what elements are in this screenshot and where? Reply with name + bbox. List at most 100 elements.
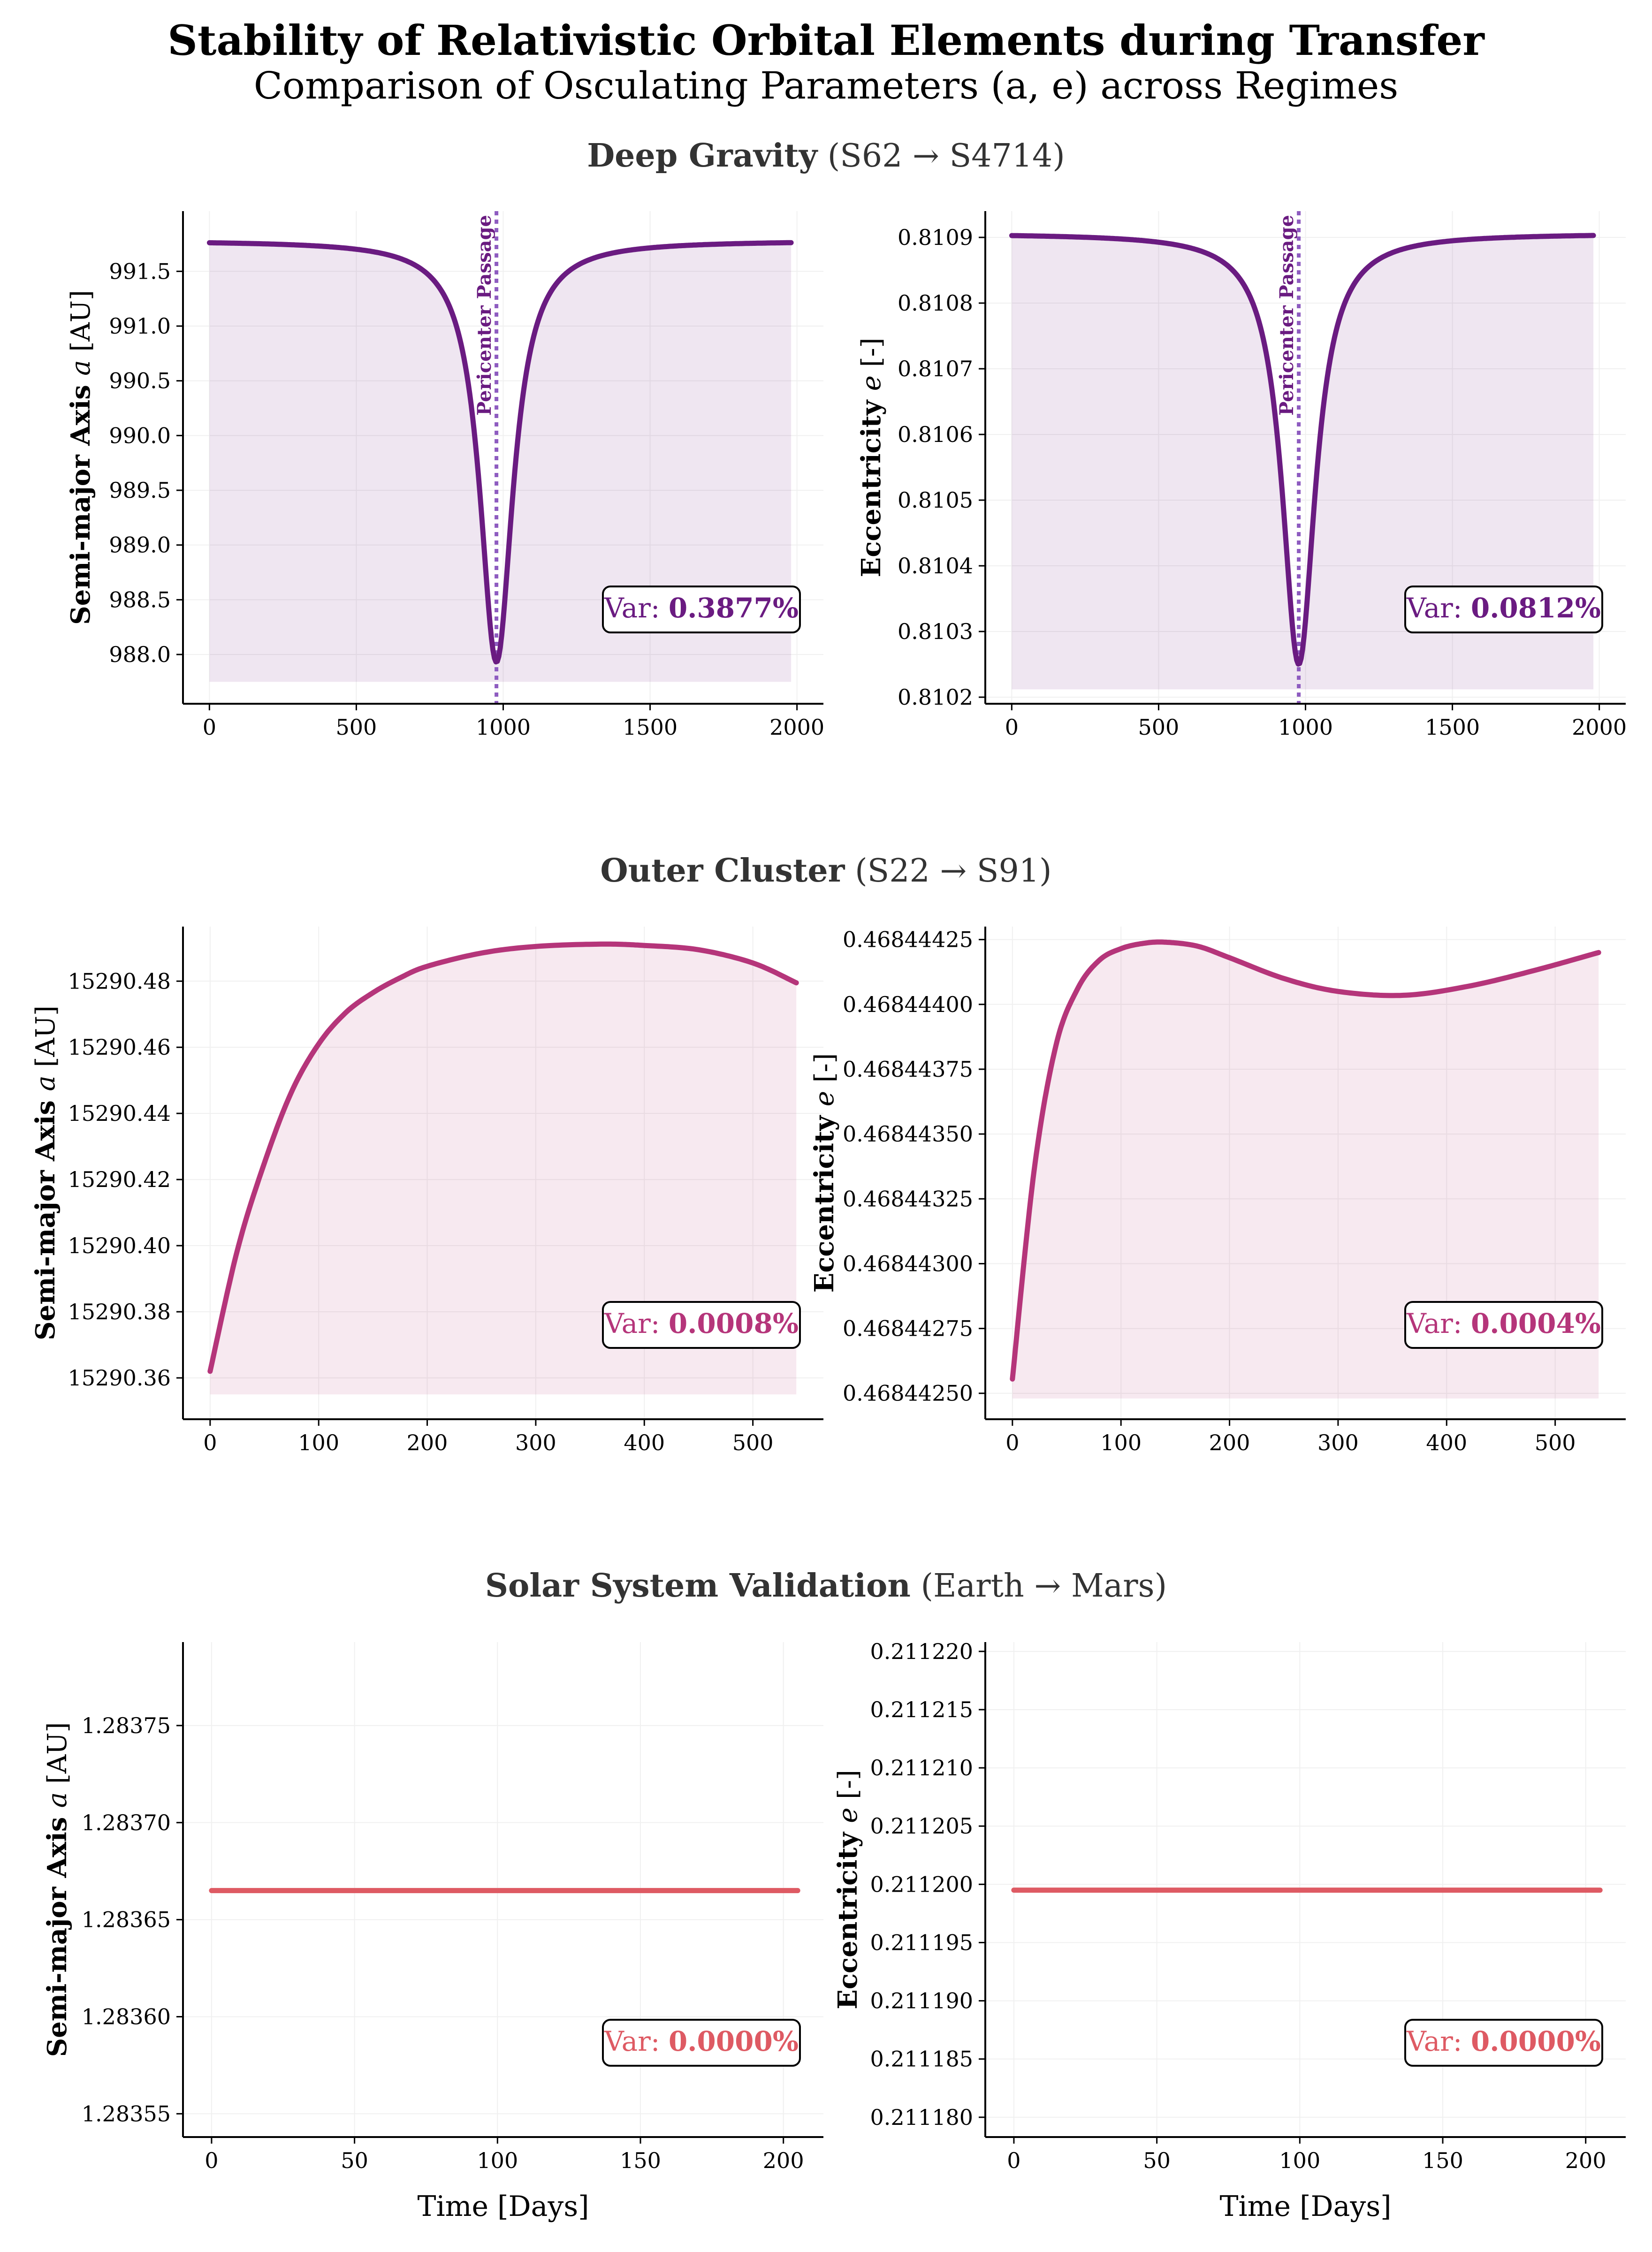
row-title-bold: Solar System Validation	[485, 1567, 911, 1605]
y-axis-label-symbol: e	[809, 1082, 840, 1106]
y-tick-label: 0.211205	[870, 1813, 974, 1839]
y-axis-label: Semi-major Axis a [AU]	[42, 1722, 73, 2057]
y-axis-label-unit: [-]	[833, 1770, 863, 1799]
y-axis-label-name: Semi-major Axis	[30, 1091, 61, 1340]
x-axis-label: Time [Days]	[1219, 2190, 1391, 2223]
y-tick-label: 0.211195	[870, 1930, 974, 1955]
x-tick-label: 0	[203, 1430, 217, 1455]
x-tick-label: 200	[1565, 2148, 1606, 2173]
subplot-2-1: 0 50 100 150 200 0.211180 0.211185 0.211190 0.21…	[832, 1639, 1626, 2223]
x-tick-label: 200	[407, 1430, 448, 1455]
x-tick-label: 100	[1100, 1430, 1142, 1455]
y-tick-label: 991.5	[109, 259, 171, 284]
y-axis-label-unit: [-]	[809, 1053, 840, 1083]
variance-box	[602, 1301, 801, 1349]
y-axis-label-name: Eccentricity	[809, 1106, 840, 1293]
x-tick-label: 2000	[1572, 715, 1627, 740]
y-tick-label: 0.46844375	[843, 1057, 973, 1082]
variance-box	[602, 586, 801, 633]
x-tick-label: 300	[1317, 1430, 1359, 1455]
y-tick-label: 0.8103	[898, 619, 973, 644]
y-axis-label-symbol: a	[66, 352, 96, 376]
series-line	[1009, 233, 1596, 667]
variance-prefix: Var:	[1406, 2025, 1471, 2057]
variance-value: 0.3877%	[669, 592, 799, 624]
y-axis-label-name: Eccentricity	[856, 391, 887, 577]
y-tick-label: 990.0	[109, 423, 171, 448]
series-fill-area	[209, 243, 792, 682]
x-tick-label: 100	[477, 2148, 518, 2173]
variance-box	[1404, 2019, 1603, 2067]
series-line	[1010, 939, 1601, 1382]
x-tick-label: 150	[620, 2148, 661, 2173]
pericenter-marker-label: Pericenter Passage	[1276, 215, 1298, 416]
y-tick-label: 989.0	[109, 533, 171, 558]
y-tick-label: 0.211190	[870, 1988, 974, 2014]
row-title-outer-cluster: Outer Cluster (S22 → S91)	[0, 852, 1652, 890]
figure-subtitle: Comparison of Osculating Parameters (a, …	[0, 64, 1652, 107]
y-tick-label: 1.28370	[82, 1810, 171, 1835]
y-axis-label: Semi-major Axis a [AU]	[30, 1005, 61, 1340]
subplot-1-0: 0 100 200 300 400 500 15290.36 15290.38 15290.40…	[30, 927, 823, 1455]
row-title-bold: Deep Gravity	[587, 137, 818, 175]
x-tick-label: 100	[1279, 2148, 1320, 2173]
y-tick-label: 0.46844425	[843, 927, 973, 952]
variance-text: Var: 0.0008%	[604, 1308, 799, 1339]
y-axis-label-unit: [AU]	[66, 290, 96, 351]
y-tick-label: 988.5	[109, 587, 171, 612]
y-tick-label: 1.28360	[82, 2004, 171, 2029]
variance-box	[1404, 1301, 1603, 1349]
y-axis-label-name: Semi-major Axis	[42, 1808, 73, 2057]
y-axis-label: Eccentricity e [-]	[809, 1053, 840, 1293]
y-tick-label: 0.8106	[898, 422, 973, 447]
y-tick-label: 15290.38	[68, 1299, 171, 1324]
subplot-0-0: Pericenter Passage 0 500 1000 1500 2000 988.0 9…	[65, 211, 824, 740]
x-tick-label: 1000	[476, 715, 531, 740]
y-tick-label: 1.28355	[82, 2101, 171, 2126]
y-axis-label-unit: [-]	[856, 338, 887, 367]
variance-box	[1404, 586, 1603, 633]
row-title-rest: (S62 → S4714)	[827, 137, 1065, 175]
y-axis-label: Eccentricity e [-]	[856, 338, 887, 578]
y-tick-label: 0.8105	[898, 487, 973, 513]
x-tick-label: 0	[1005, 1430, 1019, 1455]
series-fill-area	[1012, 235, 1594, 690]
variance-value: 0.0000%	[669, 2025, 799, 2057]
y-tick-label: 15290.40	[68, 1233, 171, 1258]
series-fill-area	[210, 944, 797, 1395]
variance-text: Var: 0.0000%	[1406, 2025, 1601, 2057]
x-tick-label: 50	[1143, 2148, 1171, 2173]
y-axis-label-name: Semi-major Axis	[65, 376, 96, 625]
x-tick-label: 400	[1426, 1430, 1467, 1455]
y-axis-label-symbol: e	[833, 1799, 863, 1823]
y-axis-label: Semi-major Axis a [AU]	[65, 290, 96, 625]
y-tick-label: 0.211220	[870, 1639, 974, 1664]
y-tick-label: 0.46844300	[843, 1251, 973, 1276]
variance-value: 0.0000%	[1471, 2025, 1601, 2057]
variance-text: Var: 0.0004%	[1406, 1308, 1601, 1339]
variance-value: 0.0812%	[1471, 592, 1601, 624]
row-title-bold: Outer Cluster	[600, 852, 845, 890]
x-tick-label: 500	[732, 1430, 774, 1455]
x-tick-label: 150	[1422, 2148, 1463, 2173]
y-tick-label: 990.5	[109, 368, 171, 394]
y-axis-label-symbol: a	[42, 1784, 73, 1808]
y-axis-label-unit: [AU]	[42, 1722, 73, 1784]
variance-value: 0.0008%	[669, 1308, 799, 1339]
row-title-rest: (Earth → Mars)	[921, 1567, 1167, 1605]
y-tick-label: 991.0	[109, 313, 171, 339]
y-tick-label: 0.46844275	[843, 1316, 973, 1341]
y-tick-label: 0.46844400	[843, 992, 973, 1017]
y-axis-label-name: Eccentricity	[832, 1823, 863, 2009]
x-tick-label: 0	[203, 715, 216, 740]
variance-prefix: Var:	[604, 2025, 669, 2057]
y-tick-label: 1.28375	[82, 1713, 171, 1738]
y-tick-label: 0.8108	[898, 290, 973, 316]
row-title-rest: (S22 → S91)	[855, 852, 1052, 890]
x-tick-label: 2000	[769, 715, 824, 740]
variance-text: Var: 0.3877%	[604, 592, 799, 624]
variance-prefix: Var:	[604, 592, 669, 624]
variance-prefix: Var:	[1406, 1308, 1471, 1339]
y-tick-label: 0.8107	[898, 356, 973, 381]
